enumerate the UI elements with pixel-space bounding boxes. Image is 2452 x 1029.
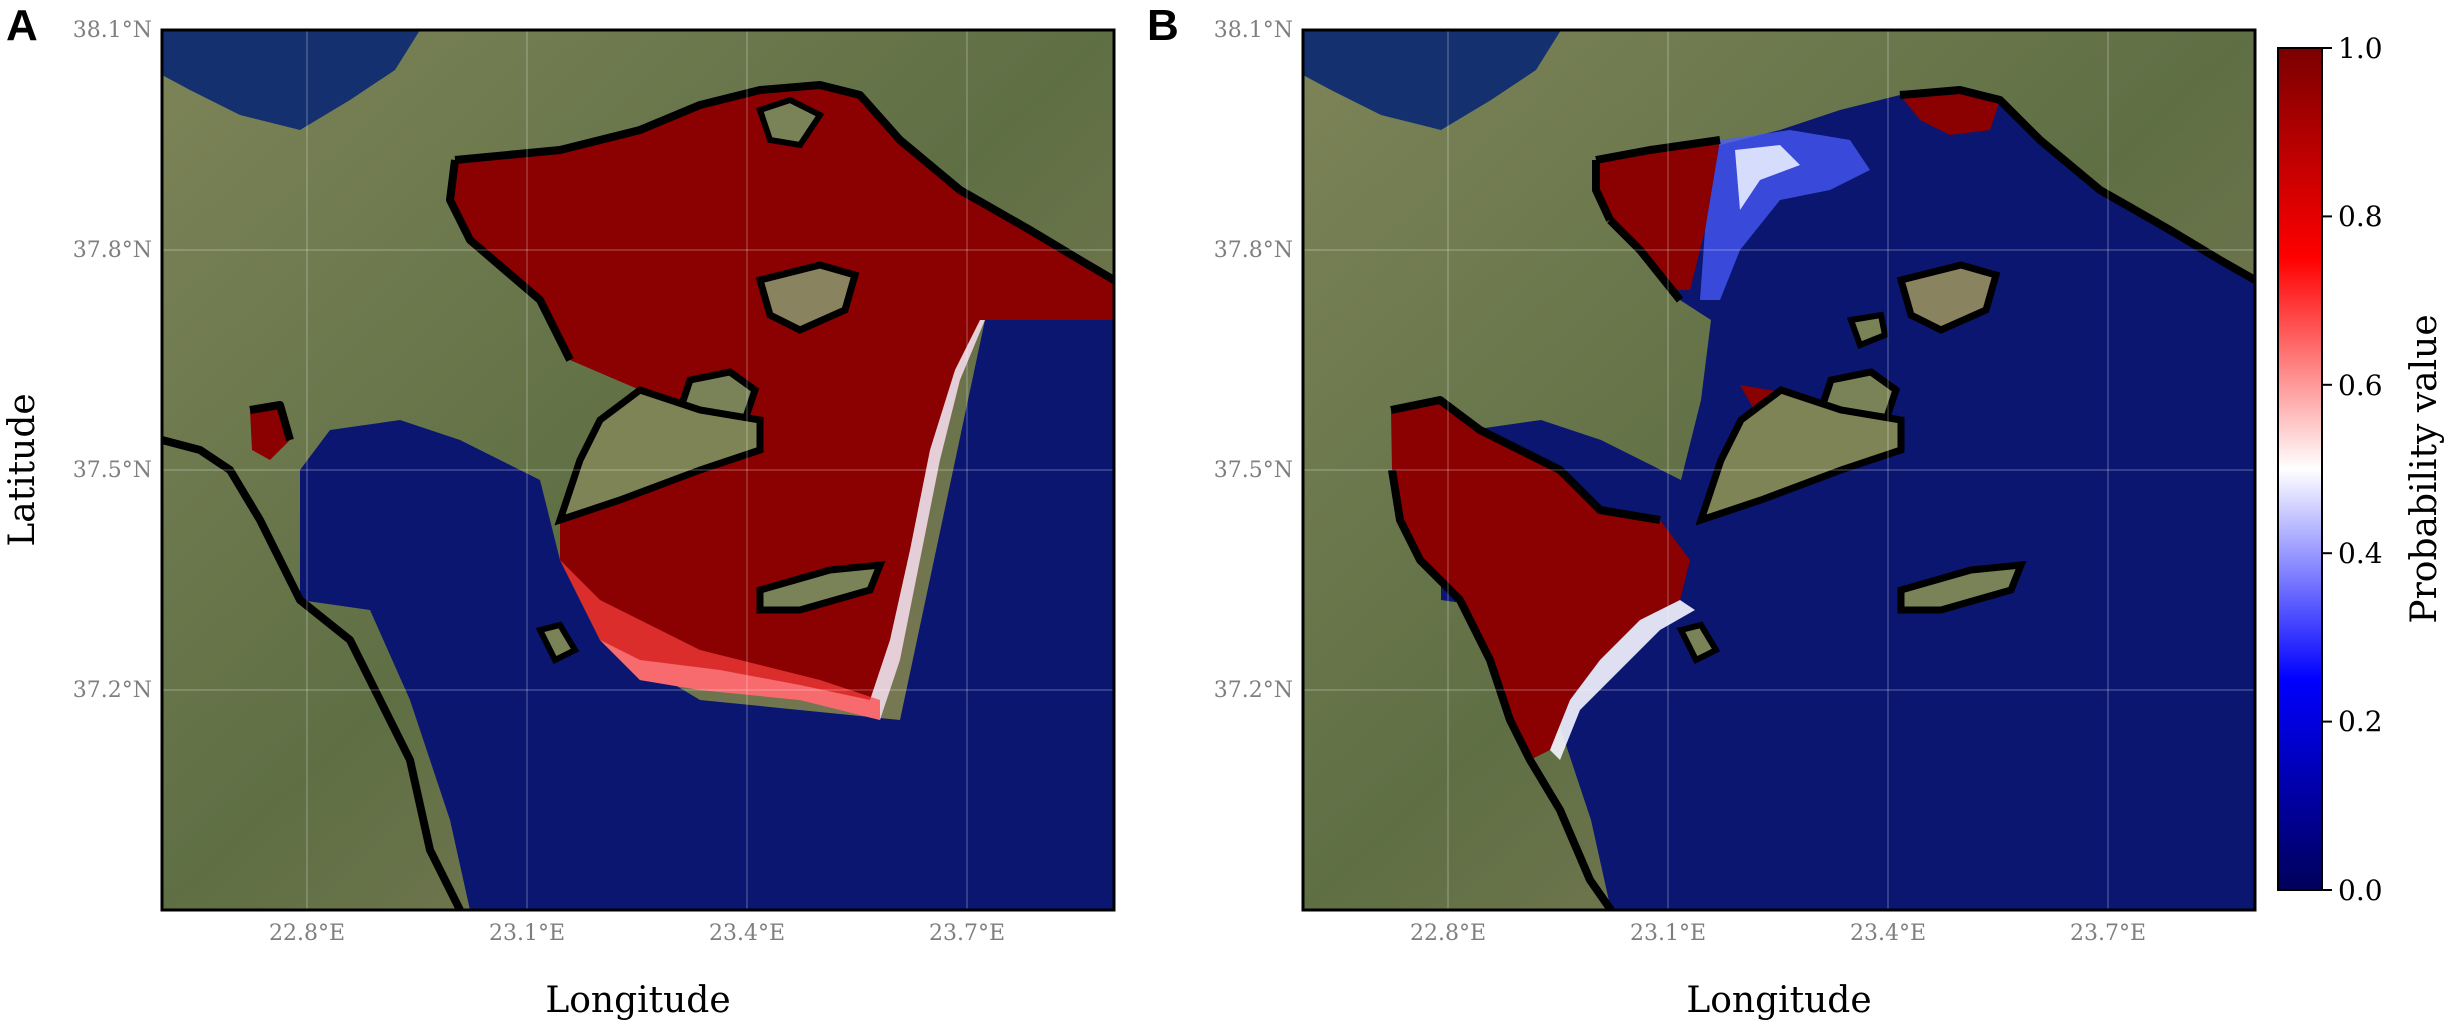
panel-b-island-tiny: [1846, 311, 1889, 349]
panel-a-gulf-corinth: [162, 30, 420, 130]
panel-a-y-tick: 38.1°N: [73, 18, 152, 43]
panel-b-high-probability-region: [1391, 400, 1690, 760]
panel-a-y-tick: 37.5°N: [73, 458, 152, 483]
panel-b-x-tick: 22.8°E: [1410, 921, 1486, 946]
panel-b-island-salamina: [1896, 261, 2001, 334]
panel-b-transition-band: [1550, 600, 1695, 760]
panel-b-island-small: [1676, 621, 1721, 665]
panel-a-coastline: [249, 81, 1114, 442]
panel-b-open-sea: [1441, 90, 2255, 910]
panel-b-island-hydra: [1897, 560, 2027, 614]
panel-a-y-axis-label: Latitude: [2, 393, 43, 546]
panel-b-gridlines: [1303, 30, 2255, 910]
panel-a-y-tick: 37.8°N: [73, 238, 152, 263]
panel-a-island-salamina: [755, 261, 860, 334]
panel-b-x-tick: 23.1°E: [1630, 921, 1706, 946]
panel-b-map: [1303, 30, 2255, 910]
colorbar-tick-marks: [2322, 47, 2332, 891]
panel-a-x-tick: 22.8°E: [269, 921, 345, 946]
colorbar-tick-label: 1.0: [2338, 32, 2383, 65]
panel-a-peninsula: [554, 386, 764, 526]
panel-a-map: [162, 30, 1114, 910]
panel-a-x-tick: 23.7°E: [929, 921, 1005, 946]
panel-a-island-hydra: [756, 560, 886, 614]
panel-b-x-tick: 23.7°E: [2070, 921, 2146, 946]
panel-b-letter: B: [1147, 1, 1179, 50]
panel-a-y-tick: 37.2°N: [73, 678, 152, 703]
panel-a-open-sea: [300, 315, 1114, 910]
panel-a-island-small: [535, 621, 580, 665]
panel-a-x-tick: 23.1°E: [489, 921, 565, 946]
panel-b-gulf-corinth: [1303, 30, 1561, 130]
panel-b-frame: [1301, 28, 2257, 912]
panel-b-peninsula: [1695, 386, 1905, 526]
panel-b-red-north: [1596, 140, 1720, 290]
panel-b-y-tick: 37.2°N: [1214, 678, 1293, 703]
panel-b-low-white: [1735, 145, 1800, 210]
colorbar-tick-label: 0.6: [2338, 369, 2383, 402]
colorbar-tick-label: 0.8: [2338, 200, 2383, 233]
panel-b-coastline-west: [1388, 396, 1661, 910]
panel-b-coastline: [1592, 86, 2255, 303]
colorbar-tick-label: 0.4: [2338, 537, 2383, 570]
panel-b-y-tick: 37.8°N: [1214, 238, 1293, 263]
colorbar-tick-label: 0.0: [2338, 874, 2383, 907]
colorbar-label: Probability value: [2404, 314, 2445, 623]
panel-b-red-northeast: [1900, 90, 2000, 135]
panel-a-letter: A: [6, 1, 38, 50]
panel-a-gridlines: [162, 30, 1114, 910]
panel-a-high-probability-region: [450, 85, 1114, 720]
colorbar: 0.0 0.2 0.4 0.6 0.8 1.0 Probability valu…: [2277, 32, 2445, 907]
panel-b-x-tick: 23.4°E: [1850, 921, 1926, 946]
panel-a-x-tick: 23.4°E: [709, 921, 785, 946]
panel-b-y-tick: 38.1°N: [1214, 18, 1293, 43]
panel-a-frame: [160, 28, 1116, 912]
panel-b-x-axis-label: Longitude: [1686, 980, 1871, 1021]
panel-b-y-tick: 37.5°N: [1214, 458, 1293, 483]
panel-a-transition-red: [560, 560, 880, 720]
panel-a-coastline-west: [162, 436, 464, 910]
panel-a-island-north: [756, 96, 825, 149]
colorbar-tick-label: 0.2: [2338, 705, 2383, 738]
colorbar-gradient: [2277, 47, 2323, 891]
panel-a-x-axis-label: Longitude: [545, 980, 730, 1021]
